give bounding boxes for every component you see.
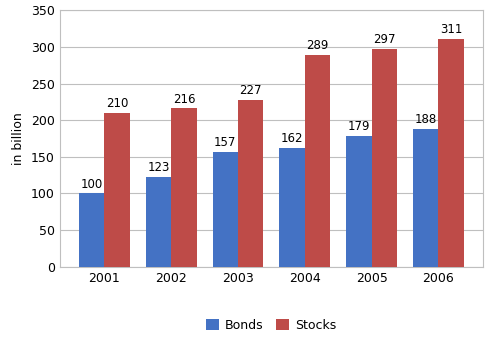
Bar — [279, 148, 305, 267]
Text: 123: 123 — [147, 161, 170, 174]
Text: 216: 216 — [173, 93, 195, 106]
Text: 179: 179 — [348, 120, 370, 133]
Text: 210: 210 — [106, 97, 128, 110]
Text: 188: 188 — [415, 113, 437, 126]
Text: 100: 100 — [81, 177, 103, 190]
Text: 297: 297 — [373, 33, 395, 46]
Bar — [213, 152, 238, 267]
Bar — [413, 129, 438, 267]
Bar — [305, 55, 330, 267]
Bar — [372, 49, 397, 267]
Legend: Bonds, Stocks: Bonds, Stocks — [202, 314, 341, 337]
Bar — [438, 39, 464, 267]
Bar — [105, 113, 130, 267]
Text: 157: 157 — [214, 136, 237, 149]
Y-axis label: in billion: in billion — [12, 112, 25, 165]
Bar — [171, 108, 197, 267]
Text: 311: 311 — [440, 23, 462, 36]
Bar — [146, 176, 171, 267]
Text: 162: 162 — [281, 132, 303, 145]
Text: 227: 227 — [240, 84, 262, 97]
Text: 289: 289 — [306, 39, 329, 52]
Bar — [79, 194, 105, 267]
Bar — [238, 101, 263, 267]
Bar — [346, 135, 372, 267]
